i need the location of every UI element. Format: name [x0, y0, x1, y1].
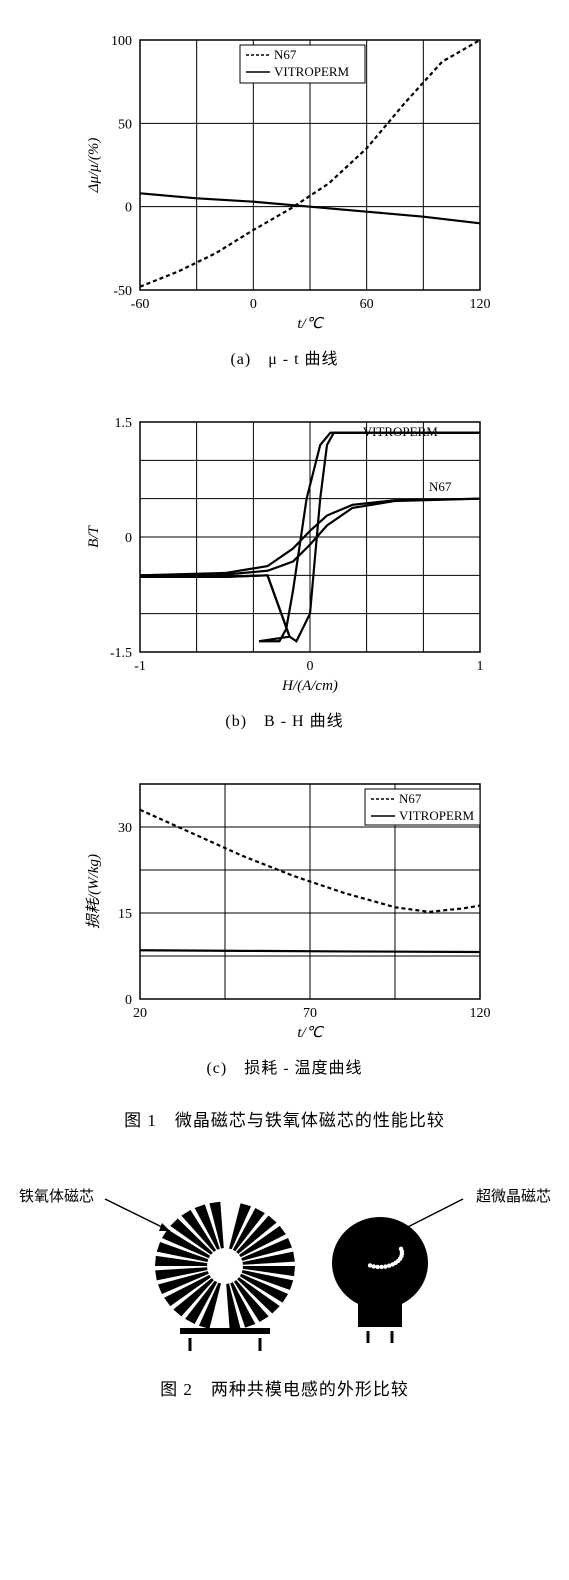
svg-text:N67: N67 [274, 47, 297, 62]
svg-text:-50: -50 [113, 284, 132, 299]
svg-text:t/℃: t/℃ [297, 316, 324, 332]
svg-text:-1.5: -1.5 [109, 646, 131, 661]
svg-text:0: 0 [125, 993, 132, 1008]
svg-text:VITROPERM: VITROPERM [362, 424, 438, 439]
chart-b-caption: (b) B - H 曲线 [15, 707, 554, 731]
svg-text:100: 100 [111, 34, 132, 49]
chart-a: -60 0 60 120 -50 0 50 100 t/℃ Δμ/μ/(%) N67 VITROPER… [70, 10, 500, 335]
svg-text:VITROPERM: VITROPERM [274, 64, 350, 79]
svg-text:H/(A/cm): H/(A/cm) [281, 678, 338, 694]
svg-text:1.5: 1.5 [114, 416, 132, 431]
svg-text:0: 0 [306, 659, 313, 674]
svg-text:0: 0 [249, 297, 256, 312]
chart-a-block: -60 0 60 120 -50 0 50 100 t/℃ Δμ/μ/(%) N67 VITROPER… [15, 10, 554, 369]
svg-text:30: 30 [118, 821, 132, 836]
svg-text:60: 60 [359, 297, 373, 312]
svg-text:1: 1 [476, 659, 483, 674]
svg-text:N67: N67 [399, 791, 422, 806]
svg-text:B/T: B/T [86, 525, 102, 548]
chart-c-caption: (c) 损耗 - 温度曲线 [15, 1054, 554, 1078]
svg-text:15: 15 [118, 907, 132, 922]
figure-1-caption: 图 1 微晶磁芯与铁氧体磁芯的性能比较 [15, 1106, 554, 1131]
chart-c: 20 70 120 0 15 30 t/℃ 损耗/(W/kg) N67 VITROPERM [70, 759, 500, 1044]
svg-text:N67: N67 [429, 479, 452, 494]
svg-text:-60: -60 [130, 297, 149, 312]
inductor-comparison-image: 铁氧体磁芯 超微晶磁芯 [15, 1161, 555, 1361]
chart-a-caption: (a) μ - t 曲线 [15, 345, 554, 369]
svg-text:Δμ/μ/(%): Δμ/μ/(%) [86, 138, 102, 194]
svg-text:0: 0 [125, 201, 132, 216]
svg-text:50: 50 [118, 117, 132, 132]
svg-text:铁氧体磁芯: 铁氧体磁芯 [19, 1188, 94, 1205]
svg-text:超微晶磁芯: 超微晶磁芯 [476, 1188, 551, 1205]
svg-text:0: 0 [125, 531, 132, 546]
svg-text:120: 120 [469, 1006, 490, 1021]
svg-text:20: 20 [133, 1006, 147, 1021]
chart-b-block: -1 0 1 -1.5 0 1.5 H/(A/cm) B/T VITROPERM N67 (b) … [15, 397, 554, 731]
figure-2-caption: 图 2 两种共模电感的外形比较 [15, 1375, 554, 1400]
chart-c-block: 20 70 120 0 15 30 t/℃ 损耗/(W/kg) N67 VITROPERM (c)… [15, 759, 554, 1078]
photo-block: 铁氧体磁芯 超微晶磁芯 [15, 1161, 554, 1361]
svg-text:t/℃: t/℃ [297, 1025, 324, 1041]
svg-text:损耗/(W/kg): 损耗/(W/kg) [85, 854, 102, 929]
svg-text:-1: -1 [134, 659, 146, 674]
svg-text:120: 120 [469, 297, 490, 312]
svg-text:VITROPERM: VITROPERM [399, 808, 475, 823]
svg-text:70: 70 [303, 1006, 317, 1021]
chart-b: -1 0 1 -1.5 0 1.5 H/(A/cm) B/T VITROPERM N67 [70, 397, 500, 697]
